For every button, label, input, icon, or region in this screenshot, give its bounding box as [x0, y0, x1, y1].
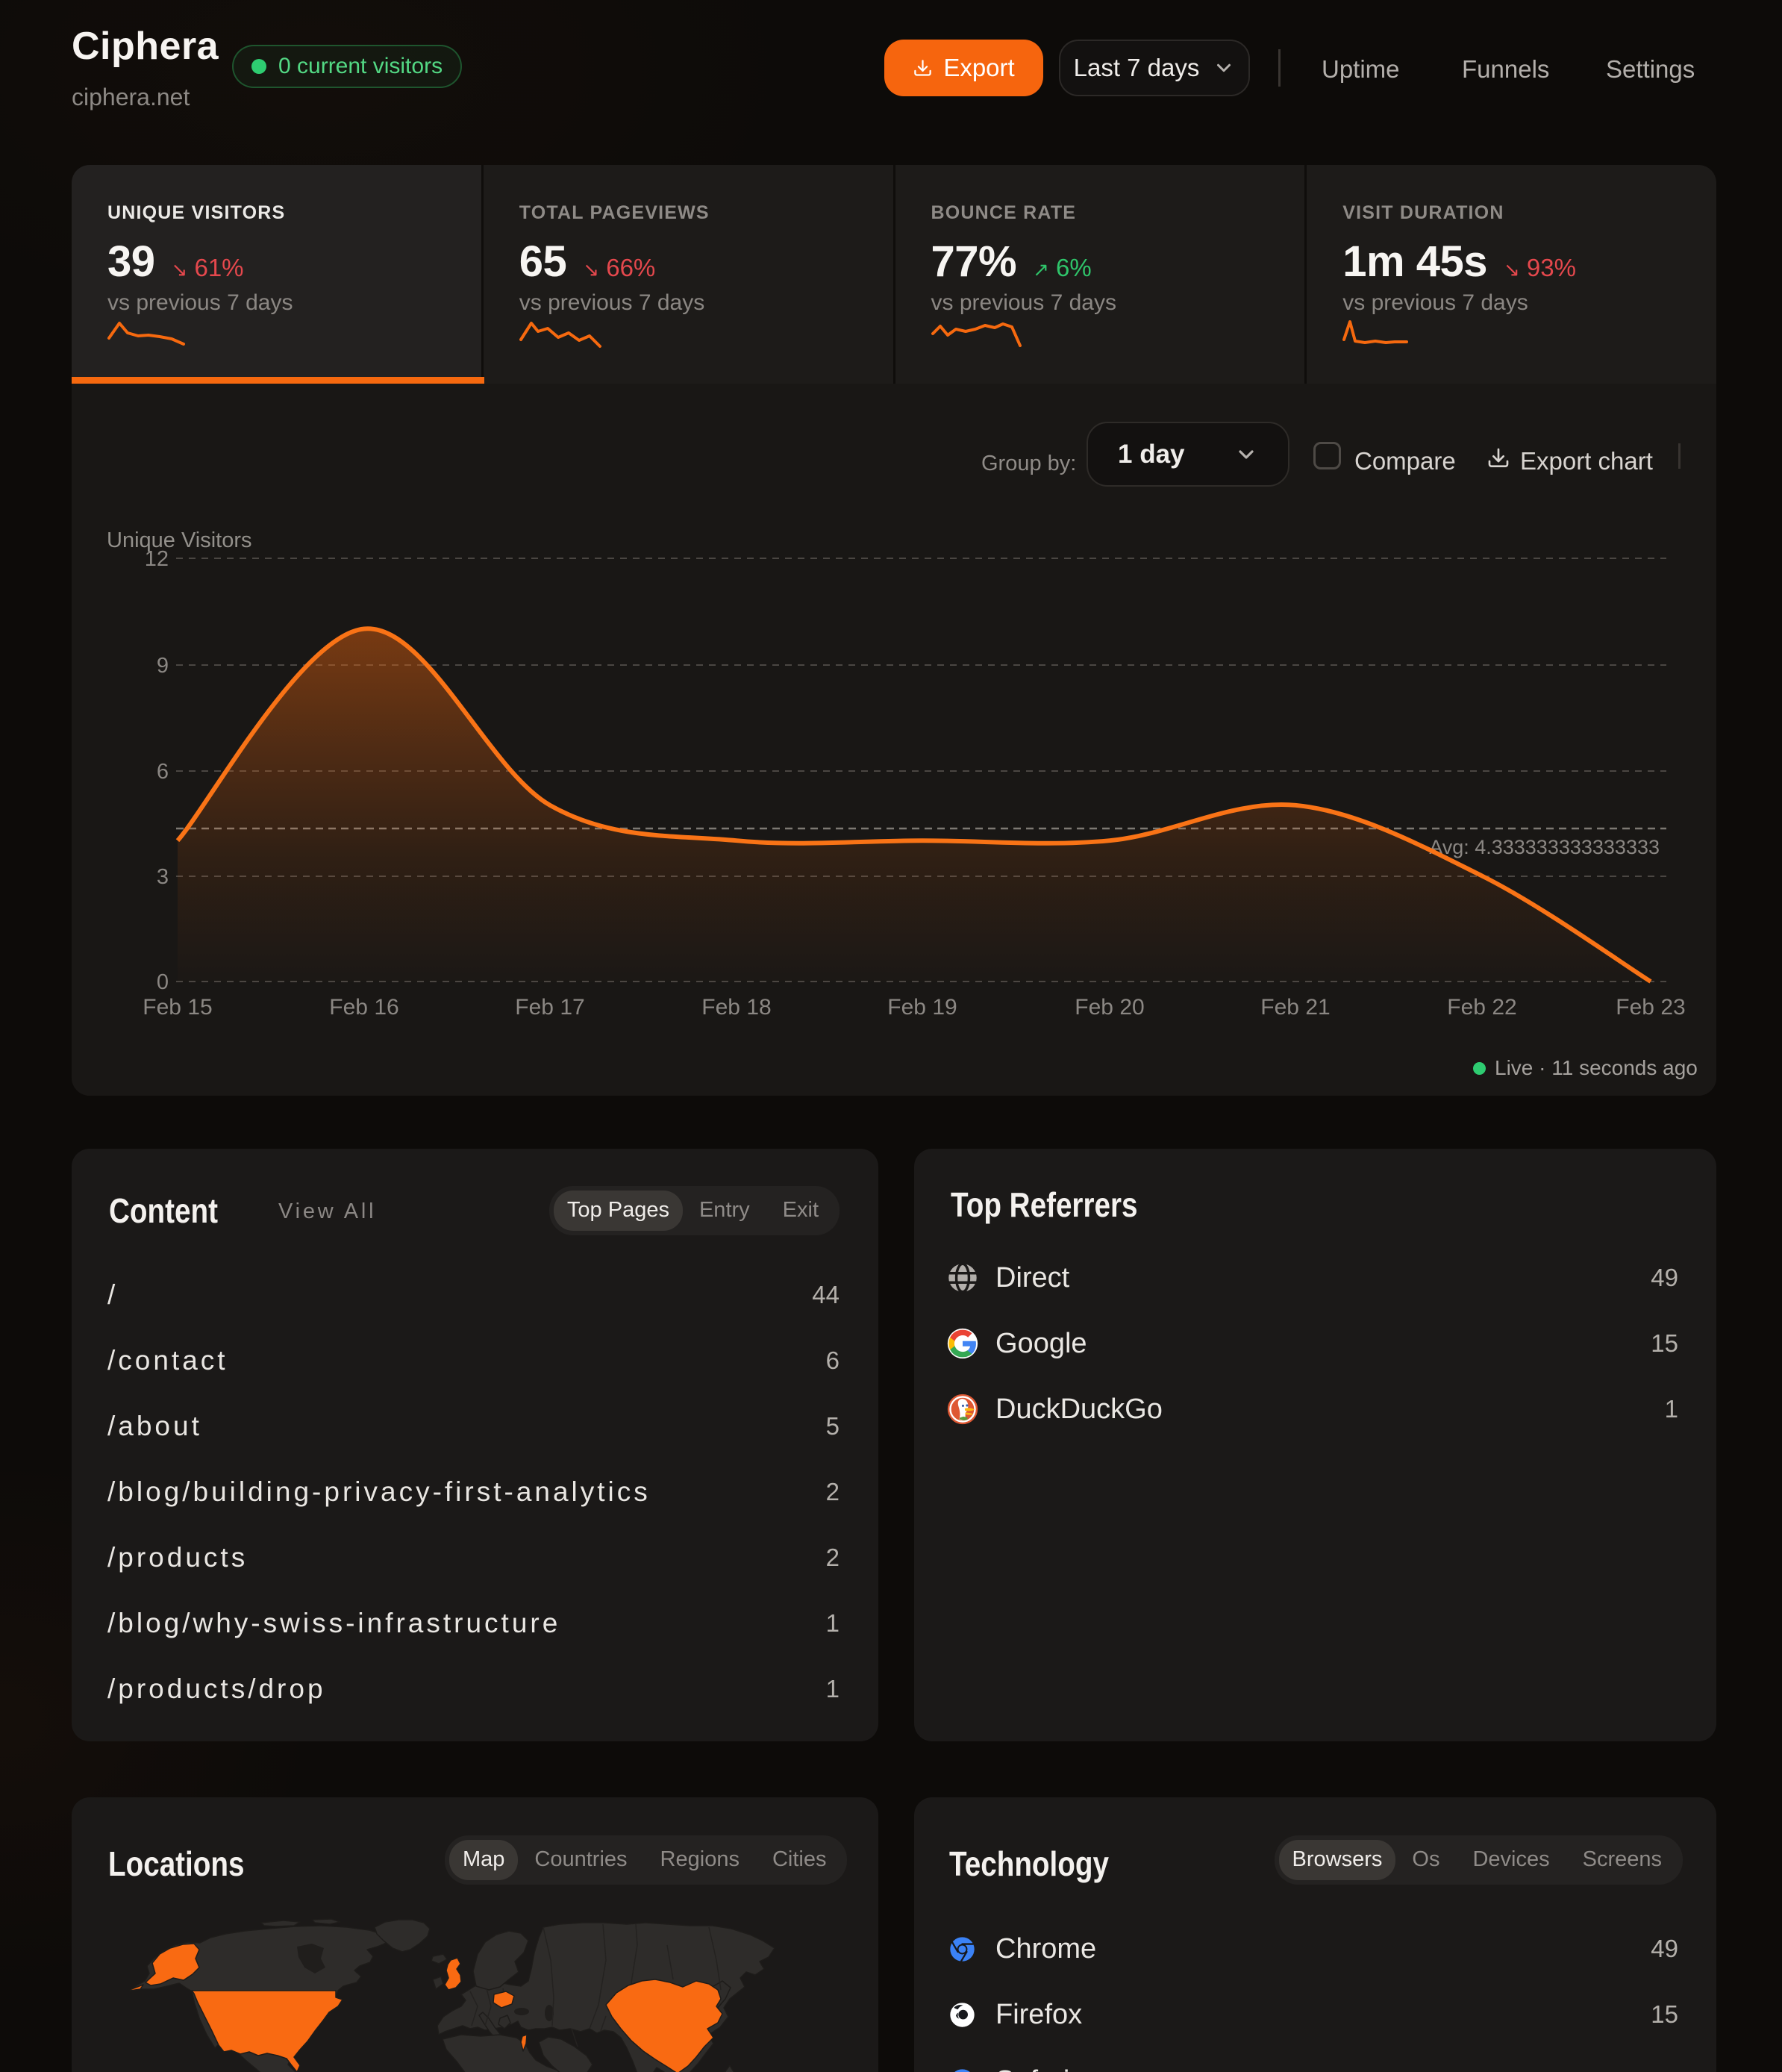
- svg-text:Feb 15: Feb 15: [143, 995, 212, 1020]
- svg-text:Feb 21: Feb 21: [1260, 995, 1330, 1020]
- svg-text:12: 12: [145, 547, 169, 571]
- svg-text:Feb 17: Feb 17: [515, 995, 584, 1020]
- svg-text:6: 6: [157, 760, 169, 784]
- svg-text:3: 3: [157, 865, 169, 889]
- svg-text:Feb 19: Feb 19: [887, 995, 957, 1020]
- svg-text:Feb 23: Feb 23: [1616, 995, 1685, 1020]
- svg-text:Avg: 4.333333333333333: Avg: 4.333333333333333: [1429, 836, 1660, 858]
- svg-text:Feb 20: Feb 20: [1075, 995, 1144, 1020]
- svg-text:Feb 22: Feb 22: [1447, 995, 1516, 1020]
- svg-text:0: 0: [157, 970, 169, 994]
- svg-text:9: 9: [157, 654, 169, 678]
- svg-text:Feb 16: Feb 16: [329, 995, 398, 1020]
- svg-text:Feb 18: Feb 18: [701, 995, 771, 1020]
